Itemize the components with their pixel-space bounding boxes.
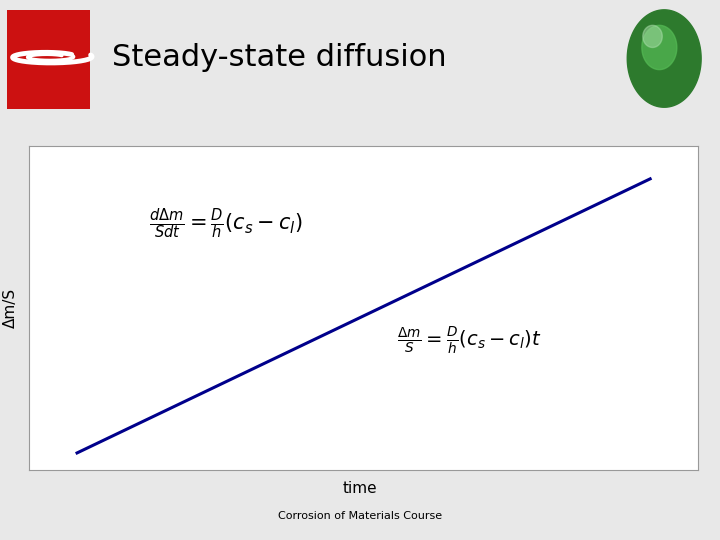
Text: time: time (343, 481, 377, 496)
Text: Corrosion of Materials Course: Corrosion of Materials Course (278, 511, 442, 521)
Polygon shape (642, 25, 677, 70)
Polygon shape (627, 10, 701, 107)
Text: $\frac{\Delta m}{S} = \frac{D}{h}\left(c_s - c_l\right)t$: $\frac{\Delta m}{S} = \frac{D}{h}\left(c… (397, 325, 542, 355)
Text: $\frac{d\Delta m}{Sdt} = \frac{D}{h}\left(c_s - c_l\right)$: $\frac{d\Delta m}{Sdt} = \frac{D}{h}\lef… (149, 206, 303, 241)
Text: Δm/S: Δm/S (4, 288, 18, 328)
Text: Steady-state diffusion: Steady-state diffusion (112, 43, 446, 71)
Polygon shape (643, 25, 662, 48)
